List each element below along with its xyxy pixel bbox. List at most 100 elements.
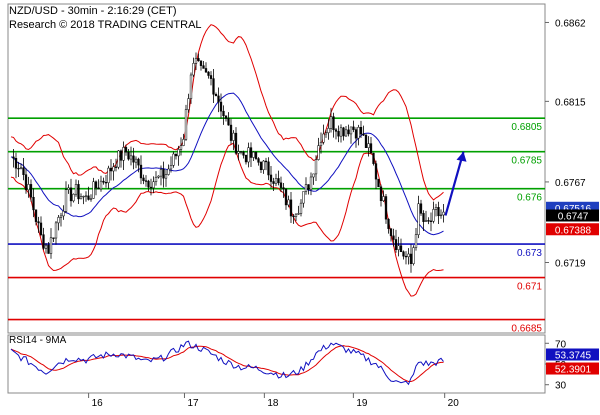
- candle-body: [139, 164, 143, 179]
- candle-body: [114, 166, 118, 168]
- candle-body: [249, 147, 253, 158]
- candle-body: [177, 149, 180, 157]
- candle-body: [22, 167, 25, 175]
- candle-body: [369, 143, 373, 154]
- x-tick-label: 16: [92, 398, 104, 409]
- candle-body: [137, 158, 140, 166]
- candle-body: [162, 169, 165, 179]
- candle-body: [102, 180, 105, 183]
- candle-body: [182, 139, 185, 146]
- candle-body: [67, 187, 70, 190]
- candle-body: [217, 95, 220, 103]
- candle-body: [312, 173, 315, 178]
- candle-body: [17, 167, 20, 170]
- candle-body: [222, 110, 225, 116]
- candle-body: [154, 176, 158, 182]
- chart-header-copyright: Research © 2018 TRADING CENTRAL: [9, 19, 202, 31]
- candle-body: [399, 245, 403, 253]
- rsi-value-box: [546, 348, 599, 361]
- candle-body: [122, 147, 125, 161]
- price-tag-box: [546, 209, 599, 222]
- main-plot-frame: [7, 3, 546, 334]
- candle-body: [412, 247, 415, 264]
- support-resistance-layer: [8, 117, 545, 321]
- candle-body: [309, 176, 313, 190]
- candle-body: [342, 127, 345, 137]
- candle-body: [92, 181, 95, 199]
- candle-body: [157, 175, 160, 178]
- candle-body: [64, 189, 68, 212]
- candle-body: [77, 184, 80, 200]
- candle-body: [304, 184, 308, 192]
- candle-body: [109, 167, 113, 172]
- candle-body: [367, 143, 370, 148]
- candle-body: [89, 198, 93, 200]
- candle-body: [269, 174, 273, 182]
- candle-body: [252, 151, 255, 158]
- candle-body: [119, 150, 123, 161]
- candle-body: [389, 228, 393, 237]
- candle-body: [42, 234, 45, 249]
- candle-body: [94, 181, 98, 189]
- candle-body: [377, 178, 380, 188]
- candle-body: [144, 180, 148, 182]
- candle-body: [352, 126, 355, 130]
- candle-body: [244, 154, 248, 163]
- candle-body: [274, 178, 278, 184]
- x-tick-label: 20: [448, 398, 460, 409]
- candle-body: [354, 129, 358, 139]
- candle-body: [297, 213, 300, 215]
- candle-body: [179, 145, 183, 150]
- candle-body: [84, 195, 88, 197]
- candle-body: [69, 187, 73, 202]
- candle-body: [404, 255, 408, 258]
- candle-body: [204, 68, 208, 73]
- candle-body: [374, 163, 378, 180]
- bollinger-upper-line: [10, 24, 444, 201]
- price-tag-label: 0.67388: [555, 225, 592, 236]
- level-label: 0.6785: [511, 156, 542, 167]
- candle-body: [402, 251, 405, 257]
- candle-body: [264, 160, 268, 163]
- candle-body: [429, 220, 433, 222]
- candle-body: [294, 213, 298, 217]
- rsi-plot-frame: [7, 334, 546, 394]
- candle-body: [172, 153, 175, 166]
- candle-body: [267, 161, 270, 176]
- candle-body: [54, 222, 58, 239]
- candle-body: [129, 155, 133, 160]
- candle-body: [442, 211, 445, 216]
- candle-body: [339, 127, 343, 137]
- rsi-y-tick-label: 30: [555, 381, 567, 392]
- rsi-value-label: 52.3901: [555, 365, 592, 376]
- candle-body: [32, 196, 35, 211]
- y-tick-label: 0.6815: [555, 97, 586, 108]
- level-label: 0.671: [517, 282, 542, 293]
- candle-body: [159, 169, 163, 177]
- candle-body: [414, 234, 418, 248]
- candle-body: [302, 191, 305, 204]
- candle-body: [337, 131, 340, 137]
- candle-body: [372, 152, 375, 164]
- candle-body: [349, 126, 353, 135]
- rsi-panel-title: RSI14 - 9MA: [9, 335, 67, 346]
- candle-body: [47, 244, 50, 254]
- candle-body: [29, 184, 33, 198]
- candle-body: [329, 116, 333, 129]
- candle-body: [232, 132, 235, 141]
- candlestick-layer: [12, 52, 445, 273]
- candle-body: [147, 180, 150, 188]
- rsi-layer: [10, 340, 444, 386]
- forecast-arrowhead: [456, 151, 467, 162]
- candle-body: [437, 207, 440, 217]
- candle-body: [427, 220, 430, 222]
- level-label: 0.673: [517, 248, 542, 259]
- candle-body: [99, 180, 103, 190]
- candle-body: [284, 188, 288, 206]
- candle-body: [424, 220, 428, 222]
- candle-body: [257, 158, 260, 163]
- candle-body: [384, 196, 388, 220]
- candle-body: [394, 239, 398, 250]
- candle-body: [202, 65, 205, 69]
- candle-body: [39, 222, 43, 235]
